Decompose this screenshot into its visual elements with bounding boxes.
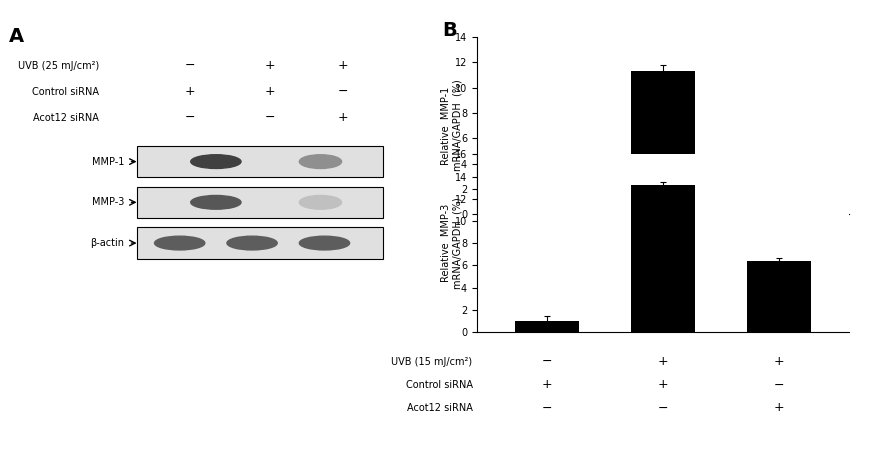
- Text: +: +: [542, 378, 552, 391]
- FancyBboxPatch shape: [137, 146, 382, 177]
- Text: +: +: [265, 85, 276, 98]
- Ellipse shape: [227, 236, 277, 250]
- Y-axis label: Relative  MMP-3
mRNA/GAPDH  (%): Relative MMP-3 mRNA/GAPDH (%): [441, 197, 463, 289]
- Text: Control siRNA: Control siRNA: [32, 87, 99, 97]
- Text: +: +: [774, 402, 784, 414]
- Ellipse shape: [299, 155, 341, 168]
- Ellipse shape: [191, 155, 241, 168]
- Text: −: −: [185, 59, 195, 72]
- Text: MMP-3: MMP-3: [92, 197, 124, 207]
- Bar: [514, 202, 578, 214]
- FancyBboxPatch shape: [137, 187, 382, 218]
- Text: A: A: [9, 27, 24, 46]
- Ellipse shape: [191, 195, 241, 209]
- Ellipse shape: [299, 195, 341, 209]
- Text: −: −: [185, 112, 195, 124]
- Text: +: +: [265, 59, 276, 72]
- Text: UVB (25 mJ/cm²): UVB (25 mJ/cm²): [18, 61, 99, 71]
- Text: −: −: [658, 402, 668, 414]
- Text: −: −: [542, 355, 552, 368]
- Bar: [747, 261, 811, 332]
- Ellipse shape: [155, 236, 205, 250]
- Text: −: −: [338, 85, 348, 98]
- Text: UVB (15 mJ/cm²): UVB (15 mJ/cm²): [391, 357, 472, 367]
- Text: −: −: [774, 378, 784, 391]
- Text: Acot12 siRNA: Acot12 siRNA: [33, 113, 99, 123]
- Text: +: +: [185, 85, 195, 98]
- Text: +: +: [337, 112, 348, 124]
- Text: +: +: [657, 355, 668, 368]
- Bar: [747, 183, 811, 214]
- Text: +: +: [337, 59, 348, 72]
- Y-axis label: Relative  MMP-1
mRNA/GAPDH  (%): Relative MMP-1 mRNA/GAPDH (%): [441, 80, 463, 171]
- Text: Acot12 siRNA: Acot12 siRNA: [407, 403, 472, 413]
- Text: B: B: [442, 21, 457, 40]
- Bar: [514, 321, 578, 332]
- Text: Control siRNA: Control siRNA: [405, 380, 472, 390]
- Text: −: −: [265, 112, 276, 124]
- Text: β-actin: β-actin: [91, 238, 124, 248]
- Text: +: +: [657, 378, 668, 391]
- Bar: [631, 185, 695, 332]
- Ellipse shape: [299, 236, 350, 250]
- Bar: [631, 71, 695, 214]
- FancyBboxPatch shape: [137, 227, 382, 259]
- Text: MMP-1: MMP-1: [92, 157, 124, 166]
- Text: −: −: [542, 402, 552, 414]
- Text: +: +: [774, 355, 784, 368]
